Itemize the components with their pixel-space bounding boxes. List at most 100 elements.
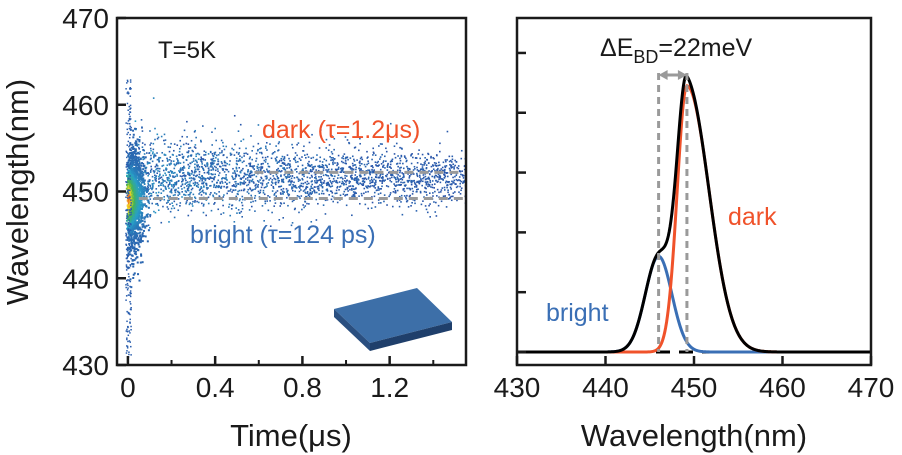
data-point bbox=[130, 174, 133, 177]
data-point bbox=[166, 178, 169, 181]
data-point bbox=[253, 165, 256, 167]
data-point bbox=[378, 189, 380, 191]
data-point bbox=[131, 262, 134, 265]
data-point bbox=[147, 186, 150, 189]
data-point bbox=[278, 159, 281, 162]
data-point bbox=[385, 185, 388, 187]
data-point bbox=[356, 182, 359, 184]
data-point bbox=[183, 165, 185, 168]
data-point bbox=[145, 172, 148, 174]
data-point bbox=[177, 194, 179, 197]
data-point bbox=[381, 185, 383, 188]
data-point bbox=[148, 180, 151, 183]
data-point bbox=[125, 269, 128, 271]
data-point bbox=[128, 209, 130, 211]
data-point bbox=[156, 172, 159, 174]
data-point bbox=[432, 192, 434, 194]
data-point bbox=[446, 186, 448, 189]
data-point bbox=[129, 88, 131, 90]
data-point bbox=[178, 191, 181, 194]
data-point bbox=[237, 190, 239, 193]
data-point bbox=[145, 152, 148, 154]
data-point bbox=[357, 178, 359, 180]
data-point bbox=[259, 179, 261, 181]
data-point bbox=[152, 185, 154, 188]
data-point bbox=[443, 186, 446, 189]
data-point bbox=[215, 166, 217, 169]
data-point bbox=[186, 136, 188, 138]
data-point bbox=[172, 186, 175, 189]
data-point bbox=[142, 188, 145, 191]
data-point bbox=[286, 191, 288, 193]
data-point bbox=[126, 328, 128, 331]
data-point bbox=[202, 177, 205, 179]
data-point bbox=[424, 157, 426, 159]
data-point bbox=[203, 171, 206, 174]
data-point bbox=[440, 178, 442, 180]
data-point bbox=[319, 179, 322, 182]
data-point bbox=[199, 191, 201, 194]
data-point bbox=[181, 180, 183, 183]
data-point bbox=[168, 187, 170, 190]
data-point bbox=[431, 186, 434, 189]
data-point bbox=[245, 164, 248, 167]
data-point bbox=[389, 192, 392, 194]
data-point bbox=[351, 162, 354, 165]
data-point bbox=[261, 152, 263, 155]
data-point bbox=[159, 184, 162, 186]
data-point bbox=[126, 347, 129, 349]
data-point bbox=[456, 179, 459, 182]
data-point bbox=[172, 194, 175, 197]
data-point bbox=[382, 177, 384, 179]
data-point bbox=[337, 163, 339, 165]
data-point bbox=[468, 161, 470, 163]
data-point bbox=[416, 172, 418, 175]
data-point bbox=[206, 162, 209, 164]
data-point bbox=[161, 165, 164, 167]
data-point bbox=[261, 184, 264, 186]
data-point bbox=[127, 218, 130, 221]
data-point bbox=[277, 177, 280, 179]
data-point bbox=[330, 173, 332, 176]
data-point bbox=[274, 202, 277, 204]
data-point bbox=[446, 172, 449, 174]
data-point bbox=[351, 189, 353, 191]
data-point bbox=[210, 173, 212, 175]
data-point bbox=[344, 157, 347, 160]
data-point bbox=[128, 312, 130, 314]
data-point bbox=[257, 186, 259, 188]
data-point bbox=[221, 180, 223, 183]
data-point bbox=[344, 188, 347, 191]
data-point bbox=[355, 168, 357, 171]
data-point bbox=[315, 177, 317, 180]
data-point bbox=[157, 170, 159, 172]
data-point bbox=[344, 174, 346, 177]
data-point bbox=[338, 186, 341, 188]
data-point bbox=[130, 170, 133, 173]
data-point bbox=[310, 185, 312, 188]
data-point bbox=[367, 169, 369, 172]
data-point bbox=[400, 201, 402, 203]
data-point bbox=[153, 170, 156, 173]
data-point bbox=[166, 176, 169, 179]
data-point bbox=[320, 176, 322, 178]
data-point bbox=[233, 185, 236, 187]
data-point bbox=[183, 129, 186, 132]
data-point bbox=[399, 175, 401, 177]
data-point bbox=[307, 182, 310, 185]
data-point bbox=[364, 177, 367, 179]
data-point bbox=[127, 109, 129, 111]
data-point bbox=[455, 186, 458, 189]
data-point bbox=[132, 147, 135, 150]
data-point bbox=[150, 192, 153, 195]
data-point bbox=[247, 183, 250, 186]
data-point bbox=[285, 164, 287, 167]
data-point bbox=[298, 190, 301, 193]
data-point bbox=[367, 178, 370, 180]
data-point bbox=[167, 201, 169, 203]
data-point bbox=[182, 172, 184, 174]
data-point bbox=[454, 183, 457, 185]
data-point bbox=[234, 177, 236, 180]
data-point bbox=[454, 175, 456, 178]
data-point bbox=[265, 177, 268, 180]
